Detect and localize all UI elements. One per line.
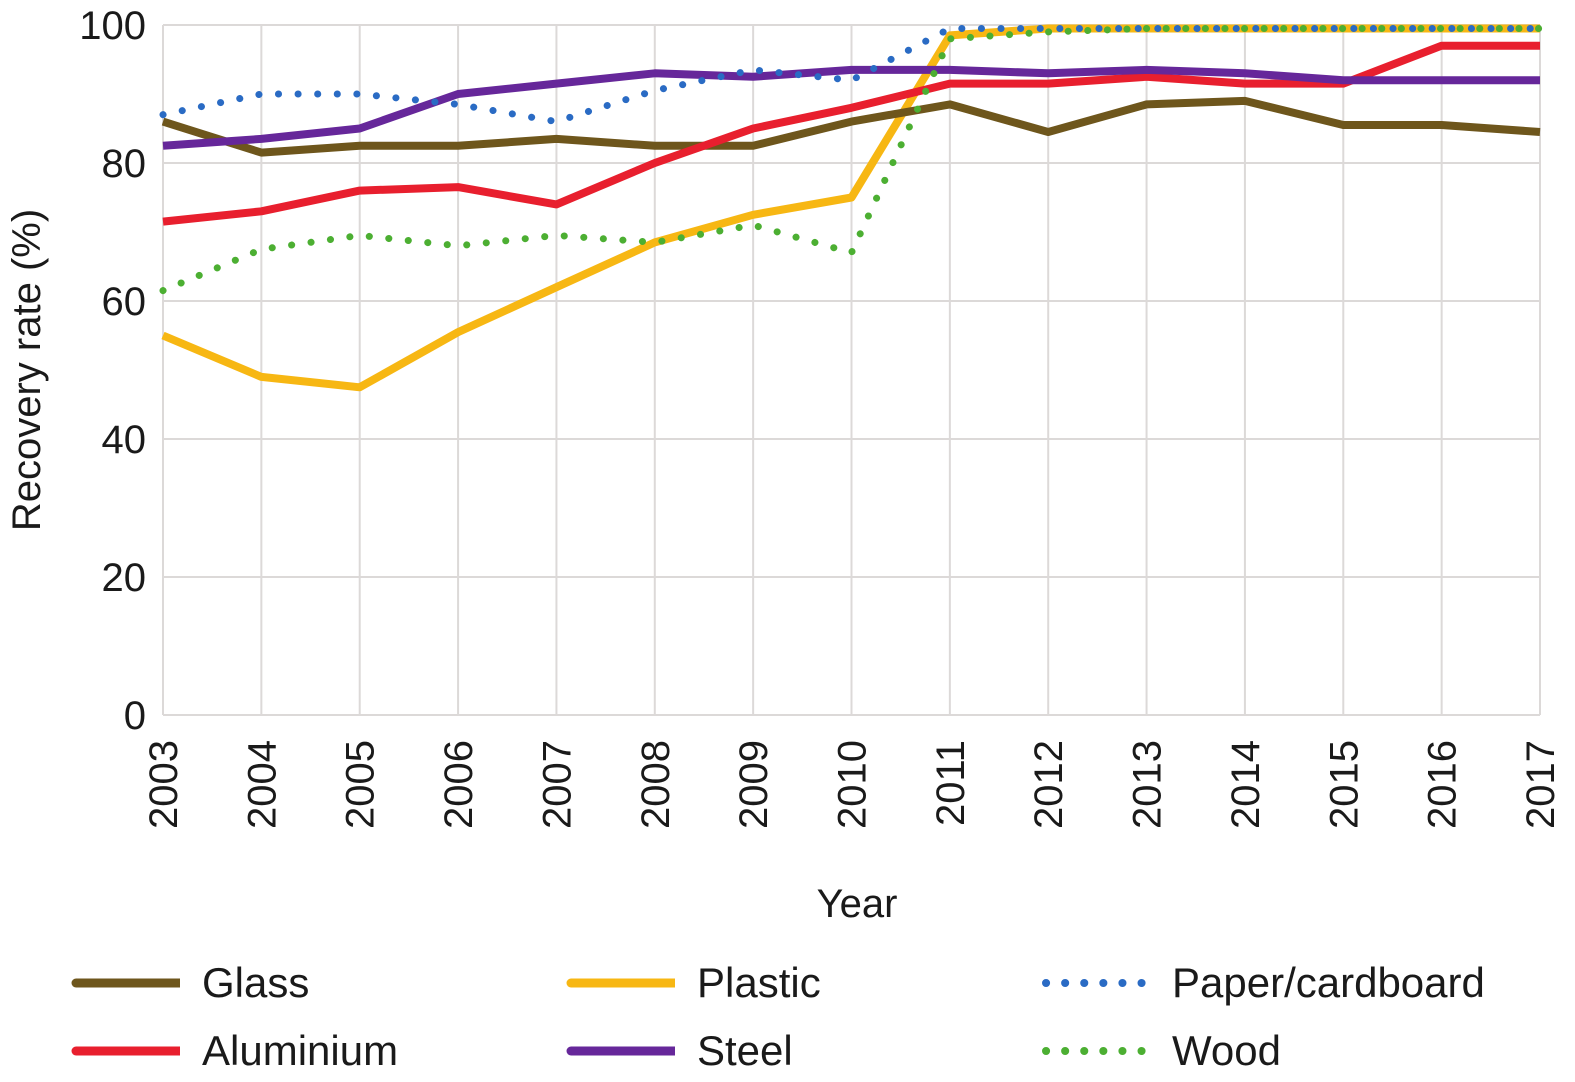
x-tick-label: 2003 bbox=[142, 740, 186, 829]
legend-item-aluminium: Aluminium bbox=[70, 1021, 398, 1081]
x-tick-label: 2016 bbox=[1421, 740, 1465, 829]
legend-swatch-paper-cardboard bbox=[1042, 979, 1150, 987]
x-tick-label: 2007 bbox=[535, 740, 579, 829]
y-tick-label: 20 bbox=[102, 556, 147, 600]
legend-swatch-aluminium bbox=[71, 1046, 180, 1056]
legend-item-glass: Glass bbox=[70, 953, 309, 1013]
legend-label: Plastic bbox=[697, 959, 821, 1006]
x-axis-title: Year bbox=[817, 882, 898, 926]
y-axis-ticks: 0 20 40 60 80 100 bbox=[79, 4, 146, 738]
x-tick-label: 2004 bbox=[240, 740, 284, 829]
legend-swatch-plastic bbox=[566, 978, 675, 988]
x-tick-label: 2014 bbox=[1224, 740, 1268, 829]
series-line-wood bbox=[159, 25, 1544, 295]
series-line-glass bbox=[161, 96, 1541, 157]
x-tick-label: 2013 bbox=[1126, 740, 1170, 829]
legend-item-plastic: Plastic bbox=[565, 953, 821, 1013]
legend-label: Glass bbox=[202, 959, 310, 1006]
x-tick-label: 2009 bbox=[732, 740, 776, 829]
y-tick-label: 40 bbox=[102, 418, 147, 462]
x-tick-label: 2005 bbox=[339, 740, 383, 829]
y-tick-label: 0 bbox=[124, 694, 146, 738]
x-tick-label: 2012 bbox=[1027, 740, 1071, 829]
x-tick-label: 2017 bbox=[1519, 740, 1563, 829]
x-axis-ticks: 2003 2004 2005 2006 2007 2008 2009 2010 2011 2012… bbox=[142, 740, 1563, 829]
series-line-aluminium bbox=[162, 41, 1540, 226]
legend-label: Wood bbox=[1172, 1027, 1281, 1074]
x-tick-label: 2008 bbox=[634, 740, 678, 829]
series-line-steel bbox=[162, 65, 1540, 150]
y-tick-label: 60 bbox=[102, 280, 147, 324]
x-tick-label: 2010 bbox=[831, 740, 875, 829]
y-tick-label: 100 bbox=[79, 4, 146, 48]
legend-item-steel: Steel bbox=[565, 1021, 793, 1081]
x-tick-label: 2015 bbox=[1322, 740, 1366, 829]
x-tick-label: 2006 bbox=[437, 740, 481, 829]
legend-swatch-wood bbox=[1042, 1047, 1150, 1055]
series-lines bbox=[159, 24, 1544, 392]
series-line-paper-cardboard bbox=[159, 25, 1544, 126]
y-tick-label: 80 bbox=[102, 142, 147, 186]
legend-swatch-steel bbox=[566, 1046, 675, 1056]
legend-label: Paper/cardboard bbox=[1172, 959, 1485, 1006]
legend-item-wood: Wood bbox=[1040, 1021, 1281, 1081]
legend-swatch-glass bbox=[71, 978, 180, 988]
legend-item-paper-cardboard: Paper/cardboard bbox=[1040, 953, 1485, 1013]
legend-label: Steel bbox=[697, 1027, 793, 1074]
legend: Glass Plastic Paper/cardboard Aluminium Stee… bbox=[0, 945, 1575, 1082]
legend-label: Aluminium bbox=[202, 1027, 399, 1074]
series-line-plastic bbox=[161, 24, 1540, 392]
y-axis-title: Recovery rate (%) bbox=[5, 209, 49, 531]
x-tick-label: 2011 bbox=[929, 740, 973, 826]
